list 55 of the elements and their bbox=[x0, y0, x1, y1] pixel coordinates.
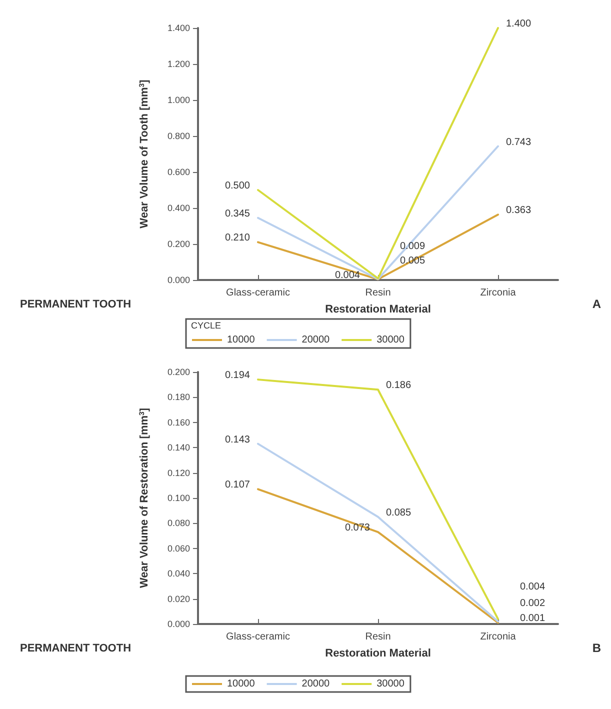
text: 0.345 bbox=[224, 208, 250, 220]
y-tick-label: 0.120 bbox=[167, 468, 190, 478]
text: PERMANENT TOOTH bbox=[20, 642, 132, 654]
text: 0.001 bbox=[520, 613, 546, 624]
y-tick-label: 0.400 bbox=[167, 203, 190, 213]
text: 0.004 bbox=[520, 581, 546, 592]
text: 0.194 bbox=[224, 370, 250, 382]
y-tick-label: 1.200 bbox=[167, 59, 190, 69]
text: 0.143 bbox=[224, 434, 250, 446]
x-tick-label: Resin bbox=[365, 288, 391, 298]
y-tick-label: 0.100 bbox=[167, 493, 190, 503]
y-tick-label: 1.400 bbox=[167, 23, 190, 33]
y-tick-label: 0.160 bbox=[167, 417, 190, 428]
legend-title: CYCLE bbox=[191, 320, 222, 330]
legend-label: 30000 bbox=[376, 678, 405, 690]
y-tick-label: 0.000 bbox=[167, 275, 190, 285]
y-tick-label: 0.000 bbox=[167, 619, 190, 629]
legend-label: 20000 bbox=[302, 678, 330, 690]
text: 0.002 bbox=[520, 598, 546, 609]
text: B bbox=[592, 641, 602, 655]
y-tick-label: 0.080 bbox=[167, 518, 190, 528]
text: 0.743 bbox=[506, 136, 532, 148]
text: 0.500 bbox=[224, 180, 250, 192]
text: 1.400 bbox=[506, 18, 532, 30]
text: 0.073 bbox=[344, 522, 370, 534]
legend-label: 20000 bbox=[302, 334, 330, 346]
x-tick-label: Zirconia bbox=[480, 632, 516, 642]
text: A bbox=[592, 297, 602, 311]
x-tick-label: Glass-ceramic bbox=[226, 632, 290, 642]
y-tick-label: 0.600 bbox=[167, 167, 190, 177]
y-tick-label: 0.060 bbox=[167, 543, 190, 554]
text: 0.009 bbox=[400, 240, 426, 252]
x-axis-title: Restoration Material bbox=[325, 304, 431, 316]
text: 0.085 bbox=[386, 507, 412, 518]
text: 0.363 bbox=[506, 205, 532, 216]
y-tick-label: 0.020 bbox=[167, 594, 190, 604]
y-tick-label: 0.140 bbox=[167, 442, 190, 453]
x-tick-label: Zirconia bbox=[480, 288, 516, 298]
text: PERMANENT TOOTH bbox=[20, 298, 132, 310]
y-tick-label: 0.800 bbox=[167, 131, 190, 141]
text: 0.107 bbox=[224, 480, 250, 491]
x-tick-label: Glass-ceramic bbox=[226, 288, 290, 298]
text: 0.210 bbox=[224, 232, 250, 244]
y-tick-label: 0.180 bbox=[167, 392, 190, 402]
y-tick-label: 0.040 bbox=[167, 568, 190, 579]
y-tick-label: 0.200 bbox=[167, 239, 190, 249]
x-tick-label: Resin bbox=[365, 632, 391, 642]
legend-label: 10000 bbox=[227, 334, 256, 346]
legend-label: 10000 bbox=[227, 678, 256, 690]
y-tick-label: 0.200 bbox=[167, 367, 190, 377]
text: 0.004 bbox=[334, 270, 360, 281]
legend-label: 30000 bbox=[376, 334, 405, 346]
x-axis-title: Restoration Material bbox=[325, 648, 431, 660]
text: 0.186 bbox=[386, 380, 412, 392]
y-tick-label: 1.000 bbox=[167, 95, 190, 105]
